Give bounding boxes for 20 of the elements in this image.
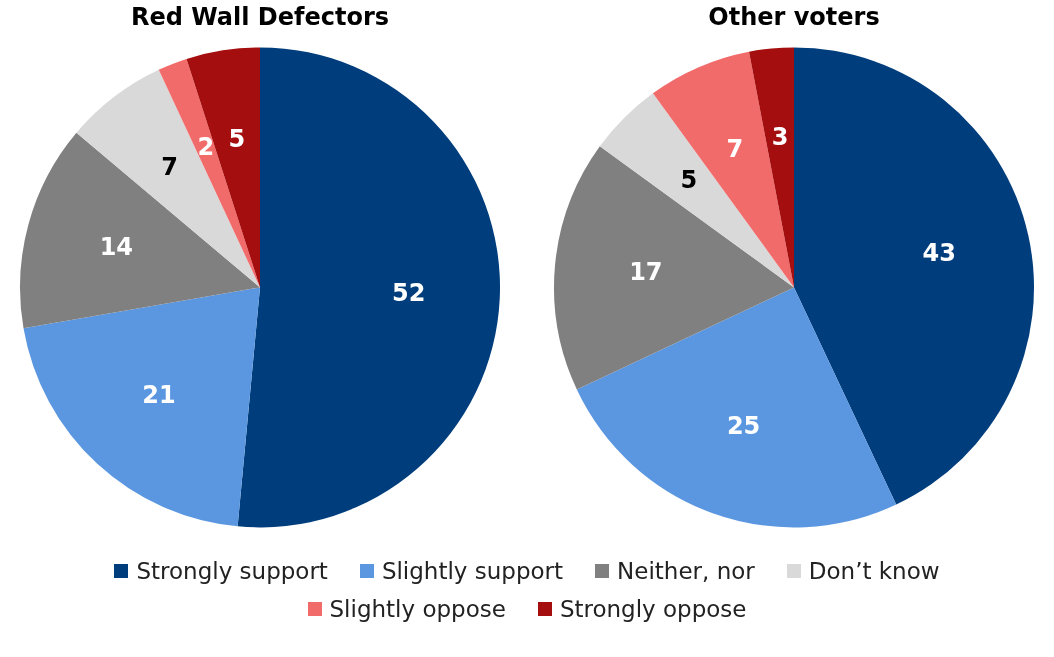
data-label: 2: [197, 133, 215, 162]
data-label: 5: [228, 124, 246, 153]
legend-label: Slightly oppose: [329, 596, 506, 622]
chart-title: Other voters: [708, 2, 880, 31]
data-label: 3: [771, 123, 789, 152]
legend-label: Strongly oppose: [559, 596, 747, 622]
data-label: 52: [391, 278, 426, 307]
data-label: 7: [726, 135, 744, 164]
legend-label: Strongly support: [136, 558, 328, 584]
chart-title: Red Wall Defectors: [130, 2, 390, 31]
legend-label: Slightly support: [381, 558, 564, 584]
data-label: 43: [922, 239, 956, 268]
legend-label: Neither, nor: [617, 558, 755, 584]
data-label: 25: [726, 411, 761, 440]
data-label: 14: [99, 232, 134, 261]
data-label: 5: [680, 166, 698, 195]
data-label: 21: [142, 380, 176, 409]
legend-label: Don’t know: [808, 558, 940, 584]
data-label: 7: [161, 153, 178, 182]
data-label: 17: [629, 257, 663, 286]
